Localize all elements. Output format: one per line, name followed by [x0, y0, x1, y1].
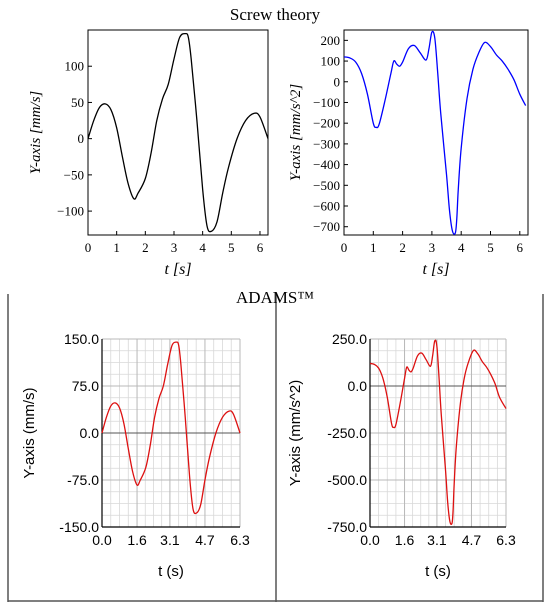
y-tick-label: −100: [313, 95, 340, 110]
y-tick-label: 75.0: [72, 378, 99, 394]
y-tick-label: -150.0: [59, 519, 99, 535]
x-tick-label: 6: [517, 240, 524, 255]
y-tick-label: 200: [321, 33, 341, 48]
chart-1: 0 1 2 3 4 5 6 200 100 0 −100 −200 −300 −400 −500 −600 −7…: [288, 29, 529, 278]
y-tick-label: 100: [321, 54, 341, 69]
x-tick-label: 6.3: [230, 532, 250, 548]
plot-frame: [87, 29, 269, 236]
y-axis-label: Y-axis [mm/s]: [28, 91, 44, 175]
y-tick-label: -75.0: [67, 472, 99, 488]
x-axis-label: t (s): [158, 563, 184, 580]
x-tick-label: 4.7: [195, 532, 215, 548]
top-title: Screw theory: [230, 5, 321, 24]
y-tick-label: −300: [313, 136, 340, 151]
chart-2: 0.0 1.6 3.1 4.7 6.3 150.0 75.0 0.0 -75.0 -150.0 t …: [21, 331, 250, 580]
y-tick-label: 50: [71, 95, 84, 110]
x-tick-label: 0.0: [92, 532, 112, 548]
x-tick-label: 0.0: [360, 532, 380, 548]
y-tick-label: −100: [57, 204, 84, 219]
y-tick-label: -250.0: [327, 425, 367, 441]
y-tick-label: 0.0: [348, 378, 368, 394]
y-tick-label: −600: [313, 199, 340, 214]
y-axis-label: Y-axis (mm/s^2): [287, 380, 304, 487]
x-tick-label: 1.6: [395, 532, 415, 548]
x-tick-label: 3: [429, 240, 436, 255]
bottom-title: ADAMS™: [236, 288, 314, 307]
y-tick-label: −500: [313, 178, 340, 193]
x-tick-label: 1: [113, 240, 120, 255]
x-tick-label: 2: [399, 240, 406, 255]
y-tick-label: 100: [65, 59, 85, 74]
x-tick-label: 5: [487, 240, 494, 255]
y-axis-label: Y-axis (mm/s): [21, 387, 38, 478]
plot-frame: [343, 29, 529, 236]
x-tick-label: 3: [171, 240, 178, 255]
y-axis-label: Y-axis [mm/s^2]: [288, 84, 304, 181]
x-tick-label: 3.1: [160, 532, 180, 548]
x-tick-label: 6: [257, 240, 264, 255]
y-tick-label: 0: [78, 131, 85, 146]
x-axis-label: t (s): [425, 563, 451, 580]
x-tick-label: 5: [228, 240, 235, 255]
x-axis-label: t [s]: [422, 261, 449, 278]
y-tick-label: 0.0: [80, 425, 100, 441]
y-tick-label: 250.0: [332, 331, 367, 347]
series-line-0-0: [87, 32, 269, 233]
y-tick-label: −50: [64, 167, 84, 182]
y-tick-label: −700: [313, 219, 340, 234]
x-tick-label: 1.6: [127, 532, 147, 548]
series-line-3-0: [369, 339, 507, 526]
x-tick-label: 1: [370, 240, 377, 255]
chart-0: 0 1 2 3 4 5 6 −100 −50 0 50 100 t [s] Y-axis [mm/s]: [28, 29, 269, 278]
x-axis-label: t [s]: [164, 261, 191, 278]
x-tick-label: 2: [142, 240, 149, 255]
adams-panel-frame: [7, 294, 544, 602]
series-line-1-0: [343, 30, 527, 235]
y-tick-label: -500.0: [327, 472, 367, 488]
x-tick-label: 4: [199, 240, 206, 255]
x-tick-label: 6.3: [496, 532, 516, 548]
chart-3: 0.0 1.6 3.1 4.7 6.3 250.0 0.0 -250.0 -500.0 -750.…: [287, 331, 516, 580]
x-tick-label: 4: [458, 240, 465, 255]
x-tick-label: 0: [341, 240, 348, 255]
x-tick-label: 0: [85, 240, 92, 255]
x-tick-label: 4.7: [462, 532, 482, 548]
y-tick-label: −400: [313, 157, 340, 172]
y-tick-label: 150.0: [64, 331, 99, 347]
series-line-2-0: [101, 341, 241, 515]
y-tick-label: −200: [313, 116, 340, 131]
x-tick-label: 3.1: [427, 532, 447, 548]
y-tick-label: 0: [334, 74, 341, 89]
y-tick-label: -750.0: [327, 519, 367, 535]
